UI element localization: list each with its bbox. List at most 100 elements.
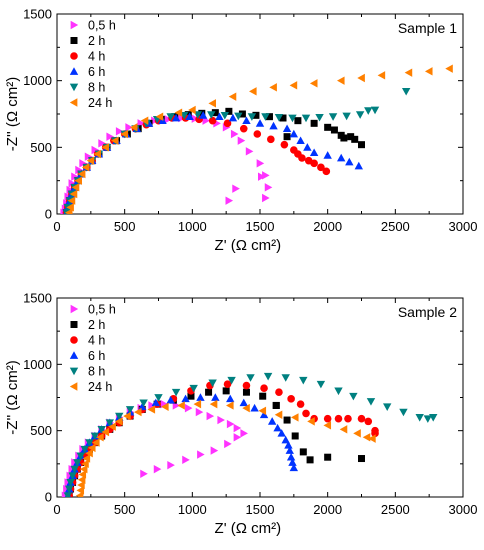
data-point xyxy=(260,384,268,393)
x-tick-label: 3000 xyxy=(449,219,478,234)
x-tick-label: 2000 xyxy=(313,219,342,234)
data-point xyxy=(79,159,87,168)
data-point xyxy=(401,87,411,96)
data-point xyxy=(82,454,91,463)
y-tick-label: 500 xyxy=(30,423,52,438)
data-point xyxy=(81,163,90,172)
data-point xyxy=(234,112,243,121)
data-point xyxy=(226,394,235,403)
data-point xyxy=(239,124,248,133)
data-point xyxy=(337,76,345,85)
data-point xyxy=(134,407,142,417)
data-point xyxy=(69,189,78,199)
data-point xyxy=(358,141,365,149)
data-point xyxy=(307,417,315,426)
data-point xyxy=(71,183,80,192)
data-point xyxy=(67,196,76,205)
y-axis-label: -Z'' (Ω cm²) xyxy=(4,360,21,434)
data-point xyxy=(73,459,82,467)
data-point xyxy=(445,64,453,73)
data-point xyxy=(257,172,266,181)
data-point xyxy=(196,393,205,401)
data-point xyxy=(197,450,205,459)
data-point xyxy=(224,439,232,449)
series-24-h xyxy=(75,399,376,497)
legend-label: 8 h xyxy=(88,81,105,95)
data-point xyxy=(77,169,86,179)
data-point xyxy=(189,384,198,393)
data-point xyxy=(357,414,366,423)
data-point xyxy=(77,475,86,484)
data-point xyxy=(195,407,204,417)
data-point xyxy=(364,107,373,115)
panel-title: Sample 2 xyxy=(398,304,457,320)
data-point xyxy=(101,143,110,152)
data-point xyxy=(184,111,192,119)
data-point xyxy=(286,453,296,461)
legend-label: 4 h xyxy=(88,334,105,348)
data-point xyxy=(258,406,267,415)
data-point xyxy=(284,441,293,449)
data-point xyxy=(106,132,114,141)
data-point xyxy=(215,112,224,121)
series-8-h xyxy=(63,372,438,497)
data-point xyxy=(125,406,135,414)
data-point xyxy=(290,413,299,422)
data-point xyxy=(187,392,195,400)
data-point xyxy=(291,432,299,440)
panel-title: Sample 1 xyxy=(398,20,457,36)
y-tick-label: 1500 xyxy=(23,7,52,22)
data-point xyxy=(76,486,85,495)
data-point xyxy=(362,433,371,442)
legend-marker xyxy=(70,336,78,344)
data-point xyxy=(316,380,326,389)
data-point xyxy=(399,408,408,417)
y-tick-label: 500 xyxy=(30,140,52,155)
data-point xyxy=(232,184,240,193)
data-point xyxy=(383,403,392,411)
data-point xyxy=(225,196,234,205)
data-point xyxy=(242,116,251,125)
data-point xyxy=(429,414,438,422)
data-point xyxy=(287,395,295,403)
data-point xyxy=(115,127,124,136)
data-point xyxy=(368,434,376,443)
data-point xyxy=(330,126,338,134)
data-point xyxy=(228,92,237,101)
data-point xyxy=(424,67,433,76)
data-point xyxy=(275,388,283,396)
data-point xyxy=(184,403,193,413)
data-point xyxy=(70,465,79,474)
data-point xyxy=(253,130,262,138)
legend-marker xyxy=(70,304,79,314)
data-point xyxy=(208,116,217,125)
data-point xyxy=(323,421,332,430)
legend: 0,5 h2 h 4 h6 h 8 h24 h xyxy=(69,19,116,110)
data-point xyxy=(96,433,104,442)
data-point xyxy=(358,455,365,463)
data-point xyxy=(155,112,164,121)
data-point xyxy=(246,374,255,382)
x-tick-label: 2500 xyxy=(381,502,410,517)
data-point xyxy=(68,179,77,188)
data-point xyxy=(87,443,96,453)
data-point xyxy=(423,415,433,423)
data-point xyxy=(238,110,246,118)
legend: 0,5 h2 h 4 h6 h 8 h24 h xyxy=(69,303,116,394)
data-point xyxy=(206,411,215,421)
data-point xyxy=(223,380,232,389)
data-point xyxy=(167,460,175,470)
x-tick-label: 0 xyxy=(53,219,60,234)
data-point xyxy=(193,399,202,409)
data-point xyxy=(79,464,88,474)
data-point xyxy=(299,448,307,456)
data-point xyxy=(282,124,292,133)
legend-marker xyxy=(69,67,79,75)
data-point xyxy=(377,71,386,80)
data-point xyxy=(139,399,148,408)
series-6-h xyxy=(64,393,299,497)
data-point xyxy=(299,376,308,385)
data-point xyxy=(340,134,348,142)
data-point xyxy=(262,193,270,203)
data-point xyxy=(309,148,319,157)
